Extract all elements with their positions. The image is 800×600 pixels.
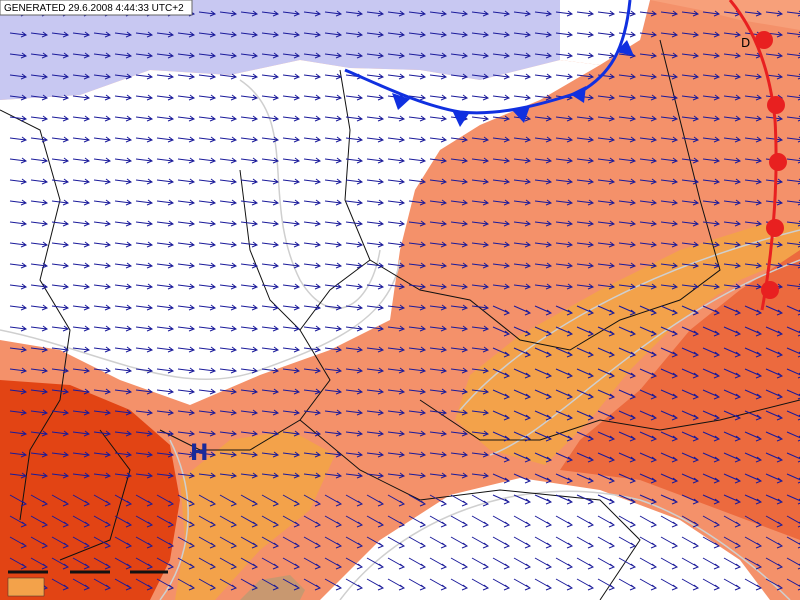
front-tooth [570, 86, 586, 103]
warm-front-bulbs [755, 31, 787, 299]
stamp-box [0, 0, 193, 16]
mild-zone [0, 60, 600, 405]
isolines [0, 79, 800, 600]
cold-front [344, 0, 632, 115]
isoline [239, 79, 381, 310]
hot-band [455, 222, 800, 465]
border [369, 39, 721, 351]
front-tooth [392, 93, 410, 110]
border [419, 399, 800, 441]
front-bulb [767, 96, 785, 114]
warm-corner [650, 0, 800, 30]
isoline [159, 439, 189, 600]
isoline [489, 259, 800, 456]
border [59, 429, 131, 561]
isoline [0, 259, 401, 381]
terrain-patch [240, 575, 305, 600]
isoline [339, 490, 791, 600]
mild-zone-south [320, 478, 770, 600]
generated-stamp: GENERATED 29.6.2008 4:44:33 UTC+2 [4, 3, 184, 14]
warm-front [728, 0, 778, 311]
scale-legend [7, 570, 168, 597]
cool-zone [0, 0, 650, 100]
front-bulb [766, 219, 784, 237]
high-pressure: H [190, 441, 208, 466]
front-bulb [761, 281, 779, 299]
front-tooth [616, 40, 634, 56]
legend-swatch [7, 577, 45, 597]
isoline [459, 229, 800, 411]
very-hot-zone [560, 250, 800, 540]
front-tooth [452, 110, 470, 127]
front-bulb [755, 31, 773, 49]
border [299, 419, 641, 600]
cold-front-teeth [392, 40, 634, 127]
front-tooth [512, 106, 530, 123]
front-bulb [769, 153, 787, 171]
hot-band-west [175, 430, 335, 600]
low-pressure: D [741, 36, 750, 50]
